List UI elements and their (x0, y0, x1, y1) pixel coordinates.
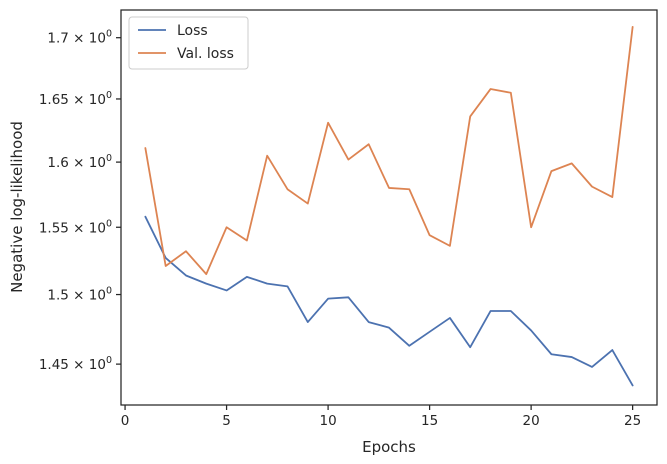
chart: 0 5 10 15 20 25 1.45 × 100 1.5 × 100 1.55 × 100… (0, 0, 667, 464)
y-tick-label: 1.65 × 100 (39, 90, 112, 108)
x-tick-label: 15 (421, 413, 438, 429)
x-tick-label: 25 (624, 413, 641, 429)
y-tick-label: 1.6 × 100 (47, 153, 112, 171)
legend-label-loss: Loss (177, 23, 208, 39)
x-tick-label: 5 (222, 413, 231, 429)
y-axis-label: Negative log-likelihood (8, 121, 26, 293)
x-tick-label: 0 (121, 413, 130, 429)
y-tick-label: 1.45 × 100 (39, 355, 112, 373)
legend: Loss Val. loss (129, 17, 248, 69)
x-axis-label: Epochs (362, 438, 416, 456)
y-tick-label: 1.55 × 100 (39, 218, 112, 236)
y-tick-label: 1.5 × 100 (47, 286, 112, 304)
y-axis-ticks: 1.45 × 100 1.5 × 100 1.55 × 100 1.6 × 100 1.… (39, 29, 121, 373)
y-tick-label: 1.7 × 100 (47, 29, 112, 47)
x-axis-ticks: 0 5 10 15 20 25 (121, 405, 641, 429)
x-tick-label: 20 (523, 413, 540, 429)
legend-label-val-loss: Val. loss (177, 46, 234, 62)
x-tick-label: 10 (319, 413, 336, 429)
